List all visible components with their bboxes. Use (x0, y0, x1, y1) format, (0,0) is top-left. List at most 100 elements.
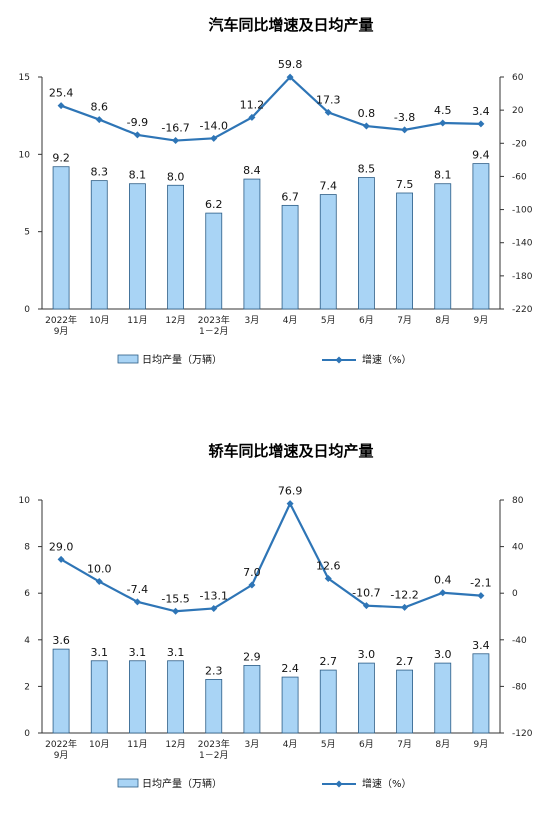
growth-point (248, 113, 256, 121)
growth-value-label: 3.4 (472, 105, 490, 118)
growth-point (477, 592, 485, 600)
x-tick-label-line: 9月 (54, 750, 69, 761)
bar-value-label: 3.6 (52, 634, 70, 647)
growth-point (248, 581, 256, 589)
bar (90, 180, 108, 310)
x-tick-label: 2022年 9月 (45, 314, 77, 337)
x-tick-label-line: 2023年 (198, 314, 230, 326)
growth-value-label: 10.0 (87, 563, 112, 576)
growth-point (286, 73, 294, 81)
x-tick-label: 8月 (435, 739, 450, 750)
growth-point (439, 119, 447, 127)
left-tick-label: 0 (24, 305, 30, 315)
right-tick-label: -80 (512, 682, 527, 692)
legend-bar-swatch (117, 354, 139, 364)
bar (129, 660, 146, 734)
left-tick-label: 8 (24, 543, 30, 553)
growth-value-label: 25.4 (49, 87, 74, 100)
bar (52, 648, 70, 734)
growth-point (133, 131, 141, 139)
bar (472, 163, 490, 310)
growth-point (172, 607, 180, 615)
left-tick-label: 0 (24, 729, 30, 739)
bar-value-label: 3.0 (358, 648, 376, 661)
right-tick-label: -180 (512, 272, 533, 282)
x-tick-label-line: 10月 (89, 315, 109, 326)
growth-point (477, 120, 485, 128)
x-tick-label-line: 8月 (435, 315, 450, 326)
growth-point (324, 108, 332, 116)
bar (205, 679, 223, 734)
bar-value-label: 2.7 (320, 655, 338, 668)
x-tick-label-line: 11月 (127, 315, 147, 326)
x-tick-label-line: 9月 (474, 315, 489, 326)
x-tick-label-line: 3月 (245, 739, 260, 750)
right-tick-label: 60 (512, 73, 524, 83)
x-tick-label-line: 2022年 (45, 314, 77, 326)
x-tick-label-line: 2023年 (198, 738, 230, 750)
x-tick-label: 3月 (245, 315, 260, 326)
bar (434, 183, 452, 310)
x-tick-label-line: 1－2月 (199, 750, 228, 761)
bar (167, 184, 184, 310)
bar-value-label: 3.1 (91, 646, 109, 659)
growth-value-label: 7.0 (243, 566, 261, 579)
growth-point (95, 116, 103, 124)
growth-value-label: 4.5 (434, 104, 452, 117)
legend-bar-label: 日均产量（万辆） (142, 777, 222, 790)
legend-line-marker (335, 356, 343, 364)
bar (281, 204, 299, 310)
growth-point (95, 578, 103, 586)
x-tick-label-line: 12月 (165, 315, 185, 326)
bar-value-label: 8.1 (434, 169, 452, 182)
left-tick-label: 2 (24, 682, 30, 692)
x-tick-label: 2022年 9月 (45, 738, 77, 761)
x-tick-label-line: 8月 (435, 739, 450, 750)
x-tick-label-line: 3月 (245, 315, 260, 326)
right-tick-label: -60 (512, 172, 527, 182)
right-tick-label: 20 (512, 106, 524, 116)
bar (129, 183, 146, 310)
right-tick-label: 80 (512, 496, 524, 506)
legend-line-marker (335, 780, 343, 788)
growth-point (210, 604, 218, 612)
growth-point (362, 122, 370, 130)
growth-value-label: -15.5 (161, 592, 189, 605)
bar (167, 660, 184, 734)
growth-point (439, 589, 447, 597)
bar-value-label: 7.4 (320, 180, 338, 193)
legend-bar-swatch (117, 778, 139, 788)
right-tick-label: -140 (512, 239, 533, 249)
x-tick-label: 6月 (359, 315, 374, 326)
bar (281, 676, 299, 734)
left-tick-label: 4 (24, 636, 30, 646)
left-tick-label: 6 (24, 589, 30, 599)
x-tick-label: 10月 (89, 315, 109, 326)
legend-line-label: 增速（%） (362, 777, 412, 790)
bar-value-label: 8.1 (129, 169, 147, 182)
left-tick-label: 10 (19, 496, 31, 506)
right-tick-label: -40 (512, 636, 527, 646)
growth-value-label: -12.2 (390, 588, 418, 601)
bar-value-label: 3.4 (472, 639, 490, 652)
bar-value-label: 9.2 (52, 152, 70, 165)
bar-value-label: 8.3 (91, 166, 109, 179)
x-tick-label-line: 12月 (165, 739, 185, 750)
right-tick-label: 40 (512, 543, 524, 553)
x-tick-label: 12月 (165, 315, 185, 326)
x-tick-label-line: 5月 (321, 315, 336, 326)
bar (319, 669, 337, 734)
chart-title: 汽车同比增速及日均产量 (208, 16, 373, 34)
chart-title: 轿车同比增速及日均产量 (208, 442, 373, 460)
x-tick-label: 7月 (397, 315, 412, 326)
x-tick-label: 9月 (474, 315, 489, 326)
growth-value-label: 29.0 (49, 540, 74, 553)
growth-value-label: 76.9 (278, 485, 303, 498)
bar-value-label: 7.5 (396, 178, 414, 191)
growth-point (57, 555, 65, 563)
growth-value-label: -2.1 (470, 577, 491, 590)
bar-value-label: 2.3 (205, 664, 223, 677)
growth-point (133, 598, 141, 606)
growth-value-label: -16.7 (161, 122, 189, 135)
